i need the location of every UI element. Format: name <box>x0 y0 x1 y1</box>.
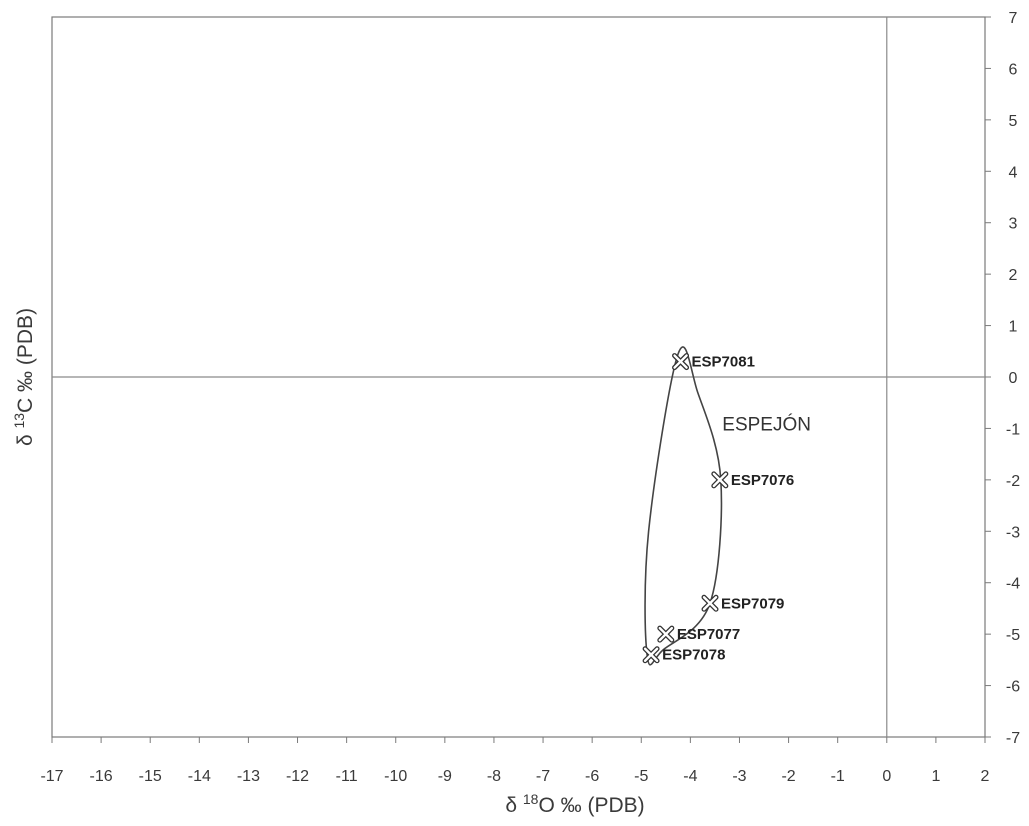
x-tick-label: 2 <box>981 768 990 785</box>
x-tick-label: -11 <box>336 768 358 785</box>
x-tick-label: -3 <box>732 768 746 785</box>
x-tick-label: -16 <box>90 768 113 785</box>
x-tick-label: 1 <box>931 768 940 785</box>
x-axis-title-prefix: δ <box>505 794 523 817</box>
data-points: ESP7081 ESP7076 ESP7079 ESP7077 ESP7078 <box>642 353 794 664</box>
point-label: ESP7081 <box>692 354 755 371</box>
cross-marker-fill <box>658 626 674 642</box>
x-axis-title-rest: O ‰ (PDB) <box>538 794 644 817</box>
y-tick-label: 2 <box>1009 267 1018 284</box>
data-point: ESP7077 <box>657 625 740 643</box>
cross-marker-fill <box>673 354 688 369</box>
y-tick-label: 3 <box>1009 216 1018 233</box>
reference-lines <box>52 17 985 737</box>
x-tick-label: -4 <box>683 768 697 785</box>
y-tick-label: -3 <box>1006 524 1020 541</box>
point-label: ESP7077 <box>677 626 740 643</box>
point-label: ESP7076 <box>731 472 794 489</box>
y-tick-label: -4 <box>1006 576 1020 593</box>
y-tick-label: -6 <box>1006 679 1020 696</box>
y-tick-label: 7 <box>1009 10 1018 27</box>
y-axis-title-prefix: δ <box>14 429 37 447</box>
y-axis-title: δ 13C ‰ (PDB) <box>11 308 37 446</box>
cross-marker-fill <box>643 647 659 662</box>
y-axis: -7 -6 -5 -4 -3 -2 -1 0 1 2 3 4 5 6 7 <box>985 10 1020 747</box>
x-tick-label: -14 <box>188 768 211 785</box>
data-point: ESP7076 <box>711 471 794 489</box>
y-axis-title-rest: C ‰ (PDB) <box>14 308 37 413</box>
x-tick-label: -1 <box>831 768 845 785</box>
point-label: ESP7079 <box>721 595 784 612</box>
group-envelope <box>644 346 723 666</box>
y-tick-label: -2 <box>1006 473 1020 490</box>
y-tick-label: -7 <box>1006 730 1020 747</box>
y-tick-label: 5 <box>1009 113 1018 130</box>
x-tick-label: -17 <box>40 768 63 785</box>
x-tick-label: -8 <box>487 768 501 785</box>
y-tick-label: 6 <box>1009 61 1018 78</box>
x-axis-title-sup: 18 <box>523 791 539 807</box>
data-point: ESP7081 <box>672 353 755 371</box>
x-tick-label: 0 <box>882 768 891 785</box>
x-tick-label: -9 <box>438 768 452 785</box>
x-tick-label: -2 <box>781 768 795 785</box>
x-tick-label: -10 <box>384 768 407 785</box>
x-tick-label: -13 <box>237 768 260 785</box>
x-axis-title: δ 18O ‰ (PDB) <box>505 791 644 817</box>
y-tick-label: -1 <box>1006 421 1020 438</box>
y-tick-label: 0 <box>1009 370 1018 387</box>
x-tick-label: -12 <box>286 768 309 785</box>
y-tick-label: 1 <box>1009 319 1018 336</box>
x-tick-label: -15 <box>139 768 162 785</box>
y-axis-title-sup: 13 <box>11 413 27 429</box>
point-label: ESP7078 <box>662 647 725 664</box>
y-tick-label: 4 <box>1009 164 1018 181</box>
cross-marker-fill <box>702 596 718 611</box>
y-tick-label: -5 <box>1006 627 1020 644</box>
cross-marker-fill <box>712 472 728 488</box>
x-tick-label: -7 <box>536 768 550 785</box>
data-point: ESP7079 <box>701 594 784 612</box>
group-label: ESPEJÓN <box>722 413 811 435</box>
x-tick-label: -6 <box>585 768 599 785</box>
x-axis: -17 -16 -15 -14 -13 -12 -11 -10 -9 -8 -7 -6 -5 -4 -3 -2… <box>40 737 990 785</box>
data-point: ESP7078 <box>642 646 725 664</box>
x-tick-label: -5 <box>634 768 648 785</box>
